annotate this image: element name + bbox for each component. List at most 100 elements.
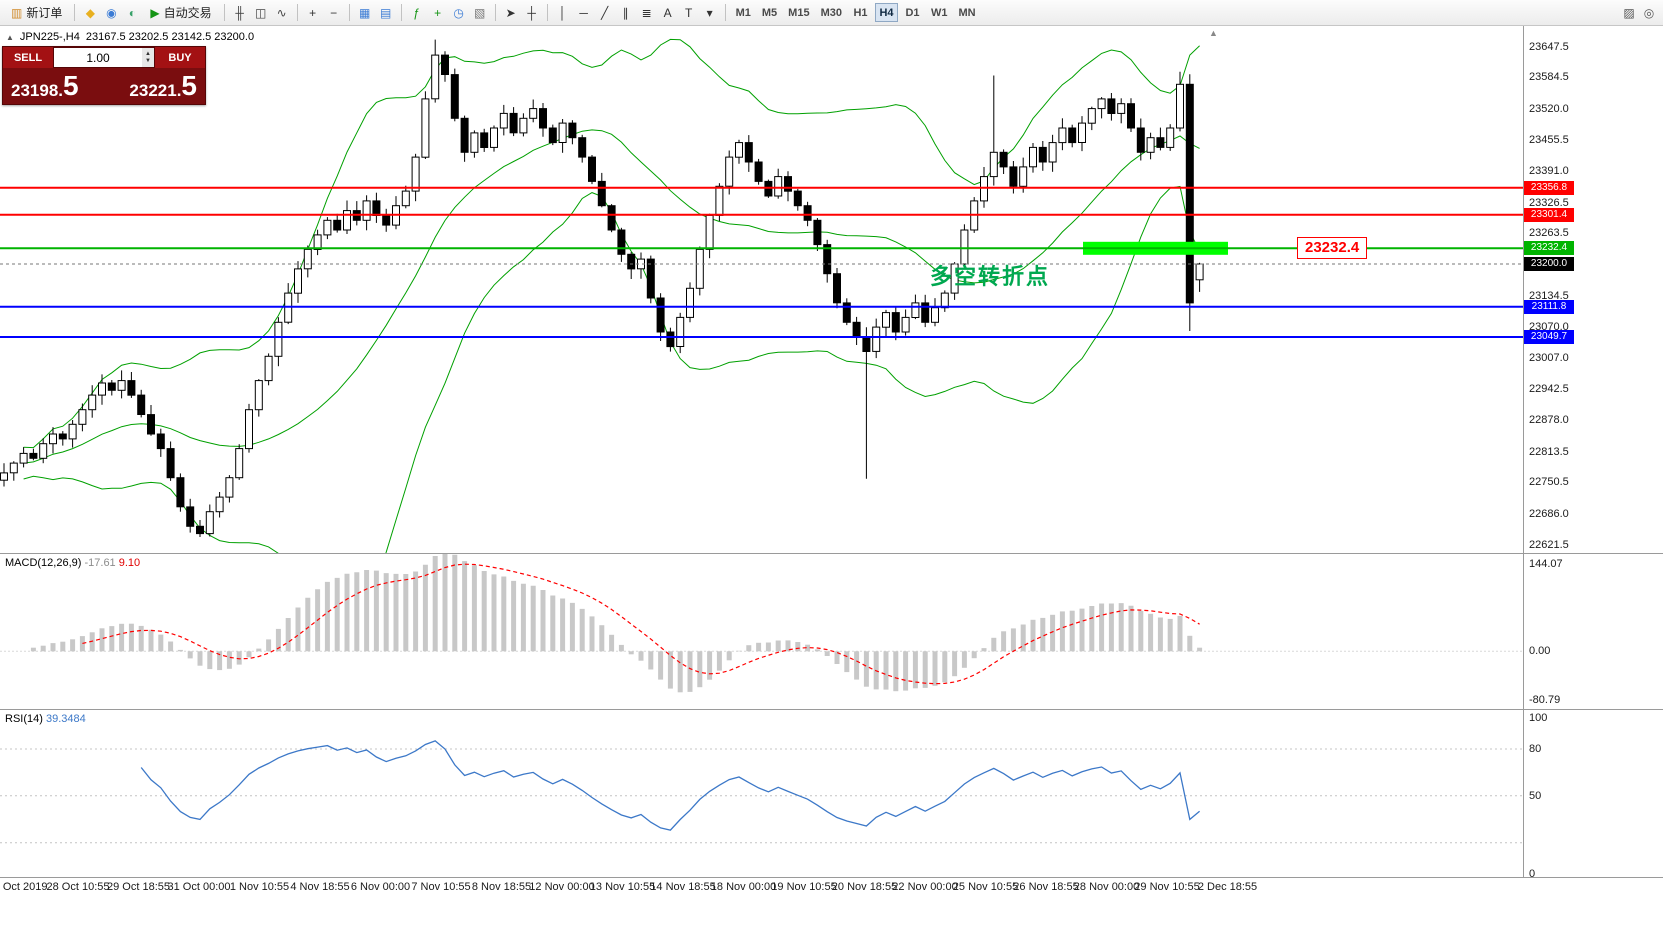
period-icon[interactable]: ◷ <box>453 5 464 20</box>
candle <box>49 433 57 445</box>
candle <box>1176 83 1184 129</box>
candle <box>176 477 185 508</box>
price-level-box-23200.0: 23200.0 <box>1524 257 1574 271</box>
candle <box>254 380 263 411</box>
candlestick-chart-icon[interactable]: ◫ <box>254 5 267 20</box>
rsi-panel[interactable]: RSI(14) 39.3484 <box>0 710 1523 877</box>
volume-input[interactable] <box>54 48 142 67</box>
chart-symbol-period: JPN225-,H4 <box>19 31 80 43</box>
label-icon[interactable]: T <box>684 5 693 20</box>
main-price-axis[interactable]: 23647.5 23584.5 23520.0 23455.5 23391.0 23326… <box>1524 26 1663 553</box>
sell-price[interactable]: 23198. 5 <box>11 72 79 100</box>
timeframe-button-m30[interactable]: M30 <box>817 3 846 22</box>
rsi-line <box>140 740 1201 831</box>
autotrade-button[interactable]: ▶ 自动交易 <box>143 2 218 23</box>
toolbar: ▥ 新订单 ◆ ◉ ◐ ▶ 自动交易 ╫ ◫ ∿ + − ▦ ▤ ƒ + ◷ ▧ ➤ ┼ │ ─ ╱ ∥ ≣ A T ▾ M1 M5 M15… <box>0 0 1663 26</box>
candle <box>382 214 391 226</box>
toolbar-separator <box>400 4 402 21</box>
text-icon[interactable]: A <box>663 5 672 20</box>
candle <box>833 273 841 304</box>
new-order-button[interactable]: ▥ 新订单 <box>4 2 69 23</box>
cursor-icon[interactable]: ➤ <box>505 5 516 20</box>
candlestick-chart[interactable] <box>0 26 1523 553</box>
timeframe-button-m15[interactable]: M15 <box>784 3 813 22</box>
market-watch-icon[interactable]: ◉ <box>106 5 117 20</box>
volume-stepper[interactable]: ▲ ▼ <box>142 48 154 67</box>
panel-separator[interactable] <box>0 877 1663 878</box>
candle <box>784 176 792 192</box>
macd-panel[interactable]: MACD(12,26,9) -17.61 9.10 <box>0 554 1523 709</box>
equidistant-channel-icon[interactable]: ∥ <box>622 5 629 20</box>
bar-chart-icon[interactable]: ╫ <box>235 5 244 20</box>
macd-name: MACD(12,26,9) <box>5 557 82 569</box>
candle <box>627 253 636 270</box>
volume-field[interactable]: ▲ ▼ <box>53 47 155 68</box>
price-level-box-23049.7: 23049.7 <box>1524 330 1574 344</box>
main-chart-panel[interactable]: ▲ JPN225-,H4 23167.5 23202.5 23142.5 232… <box>0 26 1523 553</box>
rsi-axis[interactable]: 100 80 50 0 <box>1524 710 1663 880</box>
shapes-dropdown-icon[interactable]: ▾ <box>706 5 713 20</box>
price-tick: 22813.5 <box>1529 445 1569 458</box>
trendline-icon[interactable]: ╱ <box>600 5 609 20</box>
bollinger-middle-band <box>23 129 1200 464</box>
candle <box>656 297 665 333</box>
candle <box>686 287 694 318</box>
search-icon[interactable]: ◎ <box>1643 5 1655 20</box>
metaeditor-icon[interactable]: ◆ <box>85 5 95 20</box>
fibonacci-icon[interactable]: ≣ <box>641 5 652 20</box>
candle <box>166 448 175 479</box>
horizontal-line-icon[interactable]: ─ <box>579 5 588 20</box>
candle <box>460 117 469 153</box>
zoom-in-icon[interactable]: + <box>309 5 317 20</box>
timeframe-button-m5[interactable]: M5 <box>758 3 781 22</box>
timeframe-button-w1[interactable]: W1 <box>927 3 952 22</box>
rsi-tick: 0 <box>1529 867 1536 880</box>
chart-symbol-ohlc: ▲ JPN225-,H4 23167.5 23202.5 23142.5 232… <box>6 31 254 43</box>
zoom-out-icon[interactable]: − <box>330 5 338 20</box>
candle <box>1029 146 1037 168</box>
buy-button[interactable]: BUY <box>155 47 205 68</box>
candle <box>480 132 489 149</box>
price-tick: 22878.0 <box>1529 414 1569 427</box>
price-tick: 23391.0 <box>1529 165 1569 178</box>
volume-down-icon[interactable]: ▼ <box>145 57 151 64</box>
price-tick: 23584.5 <box>1529 71 1569 84</box>
time-label: 31 Oct 00:00 <box>167 881 231 893</box>
turning-point-annotation[interactable]: 多空转折点 <box>930 264 1051 290</box>
candle <box>548 127 557 144</box>
macd-axis[interactable]: 144.07 0.00 -80.79 <box>1524 554 1663 709</box>
price-tick: 22942.5 <box>1529 383 1569 396</box>
panel-separator[interactable] <box>0 553 1663 554</box>
candle <box>1146 137 1155 153</box>
buy-price[interactable]: 23221. 5 <box>129 72 197 100</box>
timeframe-button-h1[interactable]: H1 <box>849 3 872 22</box>
rsi-tick: 50 <box>1529 789 1542 802</box>
timeframe-button-d1[interactable]: D1 <box>901 3 924 22</box>
one-click-panel-toggle-icon[interactable]: ▲ <box>6 32 14 42</box>
price-level-box-23356.8: 23356.8 <box>1524 180 1574 195</box>
candle <box>294 268 302 294</box>
add-indicator-icon[interactable]: + <box>434 5 442 20</box>
community-icon[interactable]: ◐ <box>128 5 136 20</box>
tile-windows-icon[interactable]: ▦ <box>358 5 371 20</box>
timeframe-button-mn[interactable]: MN <box>954 3 979 22</box>
candle <box>39 443 48 459</box>
panel-separator[interactable] <box>0 709 1663 710</box>
volume-up-icon[interactable]: ▲ <box>145 50 151 57</box>
candle <box>1097 98 1106 110</box>
crosshair-icon[interactable]: ┼ <box>527 5 536 20</box>
sell-button[interactable]: SELL <box>3 47 53 68</box>
candle <box>852 321 861 338</box>
price-callout-label[interactable]: 23232.4 <box>1297 237 1368 260</box>
candle <box>695 248 704 289</box>
vertical-line-icon[interactable]: │ <box>558 5 567 20</box>
indicators-icon[interactable]: ƒ <box>413 5 420 20</box>
line-chart-icon[interactable]: ∿ <box>276 5 287 20</box>
timeframe-button-m1[interactable]: M1 <box>732 3 755 22</box>
new-chart-icon[interactable]: ▨ <box>1623 5 1635 20</box>
toolbar-separator <box>74 4 76 21</box>
auto-arrange-icon[interactable]: ▤ <box>379 5 392 20</box>
template-icon[interactable]: ▧ <box>473 5 486 20</box>
timeframe-button-h4[interactable]: H4 <box>874 3 898 22</box>
